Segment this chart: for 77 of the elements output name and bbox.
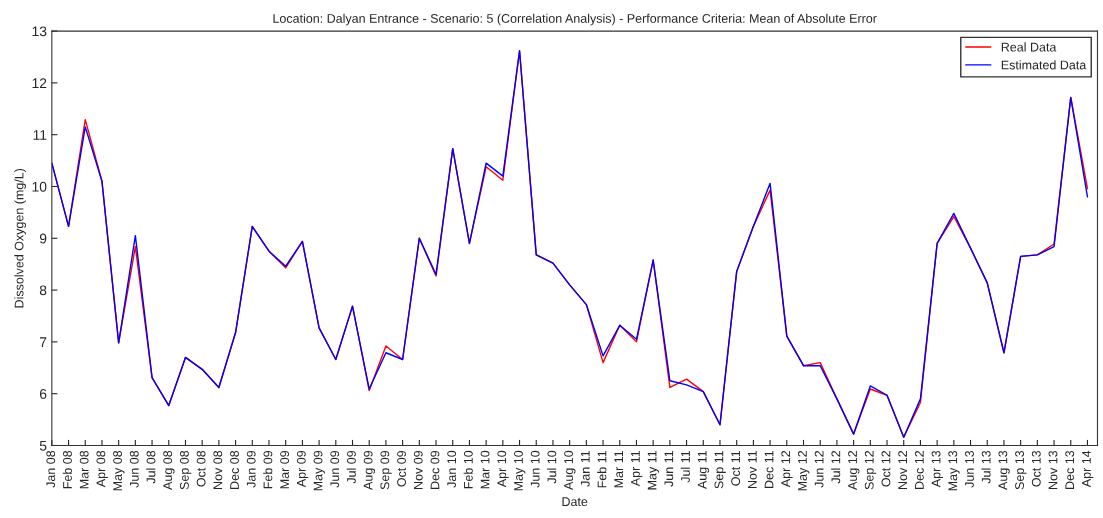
x-tick-label: Dec 09 xyxy=(430,450,440,489)
x-tick-label: Oct 11 xyxy=(731,450,741,486)
x-tick-label: Apr 11 xyxy=(631,450,643,487)
x-tick-label: Jun 09 xyxy=(330,450,340,488)
x-tick-label: Dec 12 xyxy=(914,450,924,489)
x-tick-label: Jun 11 xyxy=(664,450,674,487)
x-tick-label: Feb 11 xyxy=(597,450,607,488)
x-tick-label: Jan 11 xyxy=(580,450,590,487)
x-tick-label: Aug 11 xyxy=(697,450,710,490)
x-tick-label: Dec 08 xyxy=(230,450,239,489)
x-tick-label: Sep 11 xyxy=(714,450,726,489)
x-tick-label: Jun 13 xyxy=(965,450,974,488)
legend-label: Estimated Data xyxy=(1001,60,1087,70)
x-tick-label: Nov 08 xyxy=(213,450,223,489)
x-tick-label: Feb 10 xyxy=(463,450,473,489)
x-tick-label: May 11 xyxy=(647,450,659,490)
x-tick-label: Nov 11 xyxy=(748,450,757,488)
y-tick-label: 7 xyxy=(39,337,47,347)
x-tick-label: Jun 08 xyxy=(129,450,139,488)
x-tick-label: Jun 10 xyxy=(530,450,540,488)
y-tick-label: 9 xyxy=(39,233,47,244)
x-tick-label: Aug 10 xyxy=(564,450,576,490)
x-tick-label: Feb 08 xyxy=(62,450,72,489)
x-tick-label: Jul 10 xyxy=(547,450,557,484)
x-tick-label: Aug 08 xyxy=(163,450,175,490)
x-tick-label: Mar 09 xyxy=(280,450,290,489)
x-tick-label: Apr 13 xyxy=(931,450,943,488)
x-tick-label: Nov 13 xyxy=(1048,450,1058,489)
x-tick-label: May 13 xyxy=(948,450,960,491)
y-tick-label: 12 xyxy=(32,78,47,88)
x-tick-label: Dec 11 xyxy=(764,450,774,488)
x-tick-label: Jul 12 xyxy=(831,450,841,484)
y-tick-label: 8 xyxy=(39,285,47,296)
x-tick-label: Oct 08 xyxy=(196,450,206,487)
x-tick-label: Apr 14 xyxy=(1082,450,1094,488)
x-tick-label: Mar 11 xyxy=(614,450,624,488)
x-tick-label: Mar 08 xyxy=(79,450,89,489)
x-tick-label: Sep 12 xyxy=(864,450,877,490)
x-tick-label: Aug 12 xyxy=(848,450,860,490)
x-tick-label: Apr 09 xyxy=(296,450,309,488)
x-tick-label: Apr 10 xyxy=(497,450,509,488)
x-tick-label: Sep 13 xyxy=(1015,450,1027,490)
x-axis-title: Date xyxy=(562,497,588,507)
x-tick-label: Apr 08 xyxy=(96,450,108,488)
y-tick-label: 13 xyxy=(32,26,47,37)
y-tick-label: 6 xyxy=(39,389,47,399)
y-tick-label: 5 xyxy=(39,440,47,451)
x-tick-label: Aug 13 xyxy=(998,450,1010,490)
x-tick-label: Jan 08 xyxy=(46,450,56,488)
x-tick-label: Jan 10 xyxy=(447,450,457,488)
x-tick-label: Dec 13 xyxy=(1065,450,1075,489)
x-tick-label: Apr 12 xyxy=(781,450,793,488)
x-tick-label: Nov 12 xyxy=(898,450,908,489)
y-axis-title: Dissolved Oxygen (mg/L) xyxy=(14,168,26,308)
y-tick-label: 10 xyxy=(32,181,47,192)
x-tick-label: Jun 12 xyxy=(814,450,824,488)
x-tick-label: Sep 09 xyxy=(380,450,392,490)
x-tick-label: Jul 09 xyxy=(346,450,356,484)
x-tick-label: Oct 09 xyxy=(397,450,406,487)
x-tick-label: Sep 08 xyxy=(179,450,192,490)
x-tick-label: Oct 13 xyxy=(1031,450,1041,487)
x-tick-label: May 12 xyxy=(798,450,810,491)
x-tick-label: Jul 11 xyxy=(680,450,690,483)
x-tick-label: May 09 xyxy=(313,450,325,491)
x-tick-label: Mar 10 xyxy=(480,450,490,489)
x-tick-label: Jan 09 xyxy=(246,450,256,488)
legend-label: Real Data xyxy=(1001,42,1057,52)
x-tick-label: May 10 xyxy=(514,450,526,491)
x-tick-label: Nov 09 xyxy=(413,450,423,489)
y-tick-label: 11 xyxy=(33,130,47,140)
x-tick-label: Jul 13 xyxy=(981,450,991,484)
x-tick-label: Feb 09 xyxy=(263,450,273,489)
x-tick-label: May 08 xyxy=(113,450,125,491)
x-tick-label: Aug 09 xyxy=(363,450,376,490)
x-tick-label: Oct 12 xyxy=(881,450,891,487)
chart-title: Location: Dalyan Entrance - Scenario: 5 (Correlation Analysis) - Performance Criteria: Mean of Absolute Error xyxy=(273,13,877,26)
x-tick-label: Jul 08 xyxy=(146,450,156,484)
